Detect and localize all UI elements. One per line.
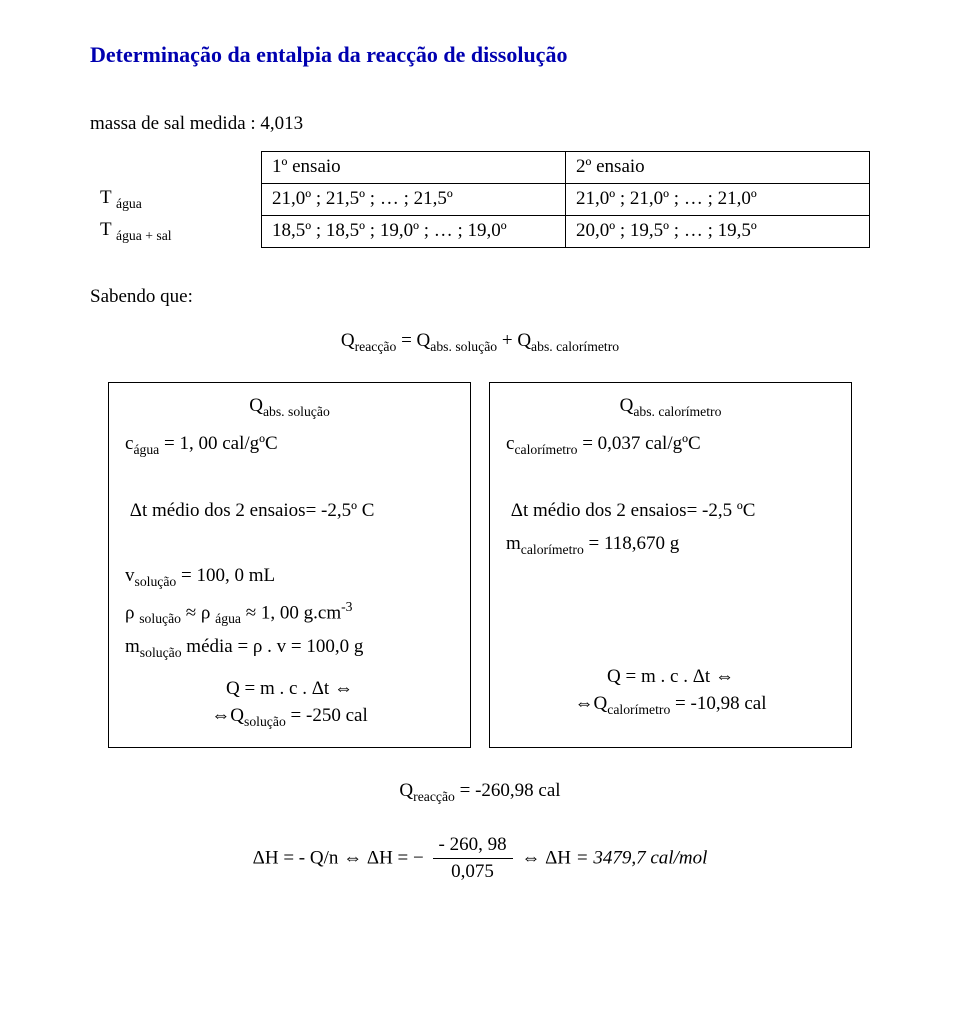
measurements-table: 1º ensaio 2º ensaio T água 21,0º ; 21,5º…: [90, 151, 870, 248]
box-spacer: [506, 564, 835, 650]
final-eq-num: - 260, 98: [433, 832, 513, 860]
table-cell: 21,0º ; 21,0º ; … ; 21,0º: [565, 183, 869, 215]
left-box-title: Qabs. solução: [125, 393, 454, 421]
table-cell: 21,0º ; 21,5º ; … ; 21,5º: [261, 183, 565, 215]
box-line: [125, 531, 454, 558]
table-row-label: T água: [90, 183, 261, 215]
box-line: Δt médio dos 2 ensaios= -2,5 ºC: [506, 498, 835, 525]
left-box-eq2: ⇔Qsolução = -250 cal: [125, 703, 454, 731]
box-line: cágua = 1, 00 cal/gºC: [125, 431, 454, 459]
right-box-eq2: ⇔Qcalorímetro = -10,98 cal: [506, 691, 835, 719]
box-line: vsolução = 100, 0 mL: [125, 563, 454, 591]
right-box-eq1: Q = m . c . Δt ⇔: [506, 664, 835, 691]
box-line: ccalorímetro = 0,037 cal/gºC: [506, 431, 835, 459]
final-eq-den: 0,075: [433, 859, 513, 886]
table-cell: 20,0º ; 19,5º ; … ; 19,5º: [565, 215, 869, 247]
final-eq-lhs: ΔH = - Q/n ⇔ ΔH = −: [253, 847, 424, 868]
table-row: T água 21,0º ; 21,5º ; … ; 21,5º 21,0º ;…: [90, 183, 870, 215]
final-eq-fraction: - 260, 98 0,075: [433, 832, 513, 886]
final-eq-rhs: ⇔ ΔH = 3479,7 cal/mol: [521, 847, 707, 868]
table-cell: 18,5º ; 18,5º ; 19,0º ; … ; 19,0º: [261, 215, 565, 247]
table-header: 2º ensaio: [565, 152, 869, 184]
box-line: mcalorímetro = 118,670 g: [506, 531, 835, 559]
page-title: Determinação da entalpia da reacção de d…: [90, 40, 870, 71]
final-equation: ΔH = - Q/n ⇔ ΔH = − - 260, 98 0,075 ⇔ ΔH…: [90, 832, 870, 886]
box-line: msolução média = ρ . v = 100,0 g: [125, 634, 454, 662]
table-empty-cell: [90, 152, 261, 184]
mass-line: massa de sal medida : 4,013: [90, 111, 870, 138]
document-page: Determinação da entalpia da reacção de d…: [0, 0, 960, 1029]
calc-boxes: Qabs. solução cágua = 1, 00 cal/gºC Δt m…: [90, 382, 870, 747]
box-line: [506, 465, 835, 492]
left-box-eq1: Q = m . c . Δt ⇔: [125, 676, 454, 703]
right-box-title: Qabs. calorímetro: [506, 393, 835, 421]
table-row-label: T água + sal: [90, 215, 261, 247]
table-row: T água + sal 18,5º ; 18,5º ; 19,0º ; … ;…: [90, 215, 870, 247]
box-line: ρ solução ≈ ρ água ≈ 1, 00 g.cm-3: [125, 597, 454, 628]
table-header: 1º ensaio: [261, 152, 565, 184]
sum-equation: Qreacção = -260,98 cal: [90, 778, 870, 806]
left-box: Qabs. solução cágua = 1, 00 cal/gºC Δt m…: [108, 382, 471, 747]
sabendo-label: Sabendo que:: [90, 284, 870, 311]
main-equation: Qreacção = Qabs. solução + Qabs. calorím…: [90, 328, 870, 356]
box-line: [125, 465, 454, 492]
table-header-row: 1º ensaio 2º ensaio: [90, 152, 870, 184]
box-line: Δt médio dos 2 ensaios= -2,5º C: [125, 498, 454, 525]
right-box: Qabs. calorímetro ccalorímetro = 0,037 c…: [489, 382, 852, 747]
